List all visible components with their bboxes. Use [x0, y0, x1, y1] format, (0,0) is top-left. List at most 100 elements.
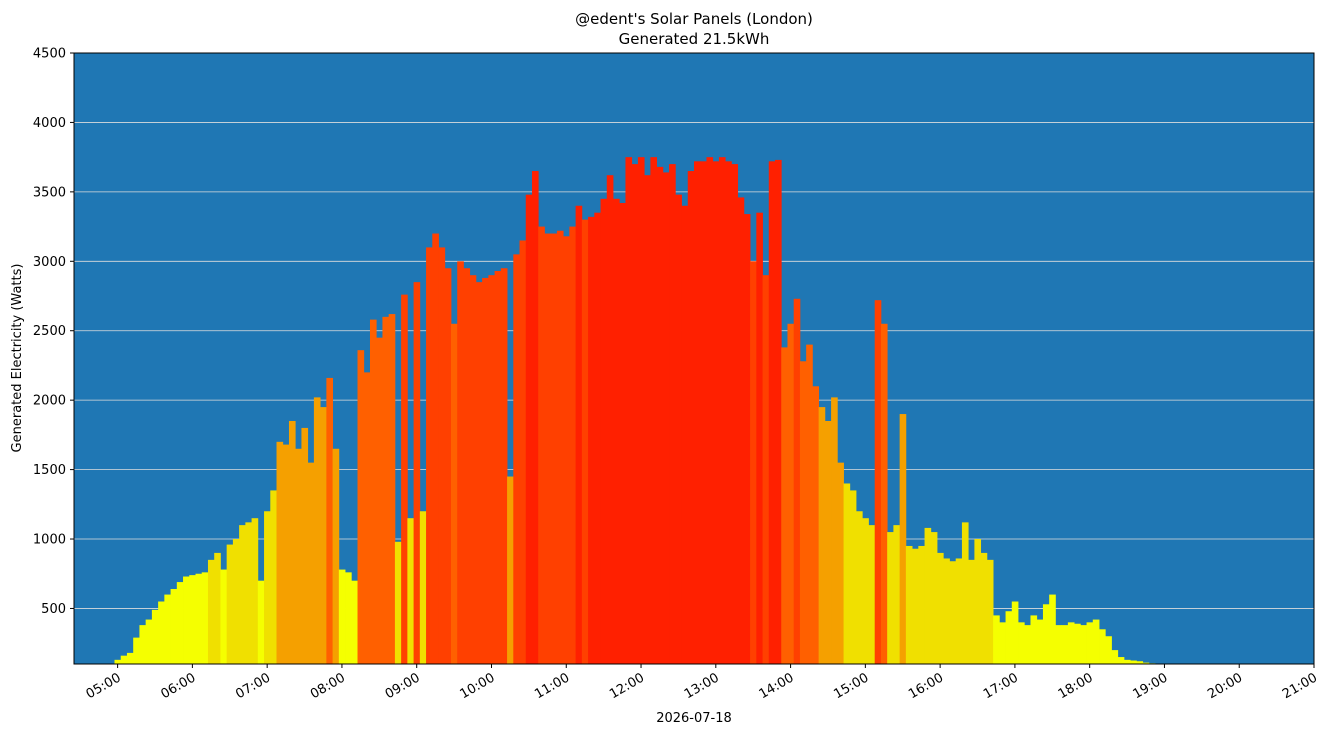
y-tick-label: 4000 — [33, 116, 66, 131]
bar — [955, 558, 963, 664]
bar — [706, 157, 714, 665]
bar — [837, 462, 844, 664]
bar — [513, 254, 520, 664]
bar — [600, 198, 608, 664]
bar — [737, 197, 745, 664]
bar — [1074, 623, 1081, 664]
bar — [1030, 615, 1038, 664]
x-tick-label: 08:00 — [308, 670, 348, 702]
bar — [669, 164, 676, 664]
bar — [413, 282, 421, 664]
bar — [581, 219, 589, 665]
y-tick-label: 2500 — [33, 324, 66, 339]
bar — [812, 386, 820, 664]
y-tick-label: 1500 — [33, 463, 66, 478]
bar — [450, 323, 458, 664]
bar — [831, 397, 838, 664]
bar — [338, 569, 346, 664]
bar — [594, 212, 601, 664]
bar — [1055, 625, 1063, 664]
bar — [637, 157, 645, 665]
bar — [1105, 636, 1112, 664]
bar — [625, 157, 633, 665]
bar — [930, 532, 938, 664]
chart-subtitle: Generated 21.5kWh — [619, 30, 770, 48]
bar — [307, 462, 315, 664]
bar — [575, 205, 583, 664]
bar — [743, 214, 751, 664]
bar — [251, 518, 259, 664]
bar — [419, 511, 427, 664]
bar — [856, 511, 863, 664]
bar — [345, 572, 352, 664]
x-tick-label: 17:00 — [981, 670, 1021, 702]
bar — [694, 161, 701, 664]
bar — [232, 539, 240, 664]
bar — [1092, 619, 1100, 664]
x-tick-label: 11:00 — [532, 670, 572, 702]
bar — [912, 548, 919, 664]
bar — [619, 202, 626, 665]
bar — [226, 544, 234, 664]
bar — [401, 294, 408, 664]
bar — [943, 558, 950, 664]
bar — [264, 511, 271, 664]
bar — [569, 226, 577, 665]
bar — [968, 559, 975, 664]
bar — [768, 161, 776, 664]
bar — [176, 582, 184, 664]
bar — [282, 444, 290, 664]
bar — [482, 277, 489, 664]
bar — [1099, 629, 1106, 664]
bar — [650, 157, 658, 665]
bar — [980, 552, 988, 664]
y-axis: 500 1000 1500 2000 2500 3000 3500 4000 4500 — [33, 47, 74, 617]
bar — [444, 268, 452, 664]
bar — [239, 525, 246, 664]
bar — [1136, 661, 1144, 664]
bar — [781, 347, 788, 664]
plot-frame — [73, 52, 1315, 665]
bar — [1036, 619, 1044, 664]
bar — [394, 541, 402, 664]
bar — [320, 407, 327, 664]
y-tick-label: 1000 — [33, 533, 66, 548]
bar — [799, 361, 807, 664]
bar — [463, 268, 471, 664]
bar — [220, 569, 228, 664]
bar — [351, 580, 358, 664]
bar — [756, 212, 763, 664]
bar — [544, 233, 552, 665]
bars — [114, 157, 1156, 665]
x-tick-label: 19:00 — [1131, 670, 1171, 702]
x-tick-label: 13:00 — [682, 670, 722, 702]
bar — [993, 615, 1000, 664]
bar — [712, 161, 720, 664]
bar — [949, 561, 957, 664]
bar — [787, 323, 795, 664]
bar — [326, 377, 333, 664]
bar — [725, 161, 732, 664]
x-tick-label: 10:00 — [458, 670, 498, 702]
bar — [332, 448, 340, 664]
bar — [1049, 594, 1056, 664]
bar — [525, 194, 533, 664]
bar — [731, 164, 739, 664]
bar — [843, 483, 851, 664]
x-tick-label: 15:00 — [831, 670, 871, 702]
bar — [133, 637, 140, 664]
bar — [170, 589, 178, 664]
bar — [369, 319, 377, 664]
bar — [824, 420, 832, 664]
bar — [662, 172, 670, 664]
bar — [1123, 659, 1131, 664]
bar — [245, 522, 252, 664]
bar — [631, 164, 639, 664]
x-tick-label: 16:00 — [906, 670, 946, 702]
bar — [1130, 660, 1137, 664]
bar — [145, 619, 153, 664]
bar — [407, 518, 414, 664]
bar — [1086, 622, 1094, 664]
x-tick-label: 09:00 — [383, 670, 423, 702]
bar — [893, 525, 901, 664]
